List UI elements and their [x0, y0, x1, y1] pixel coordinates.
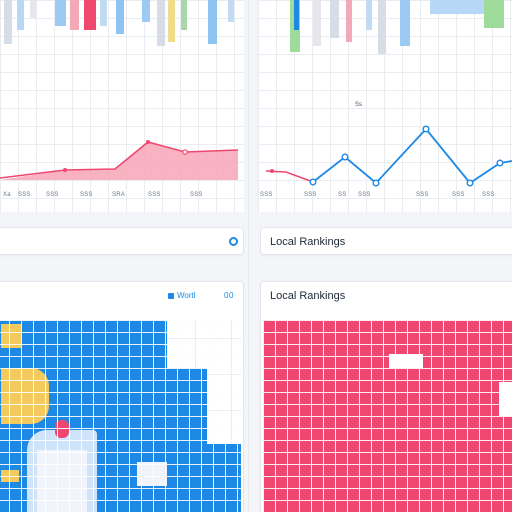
bar — [484, 0, 504, 28]
heat-region-yellow — [1, 368, 49, 424]
heat-region-yellow — [1, 324, 21, 348]
legend-swatch — [168, 292, 174, 299]
x-tick-label: SSS — [452, 192, 465, 198]
vertical-divider — [248, 0, 249, 512]
value-label: Ss — [355, 102, 363, 108]
data-point — [496, 159, 504, 167]
bar — [430, 0, 490, 14]
x-tick-label: SSS — [18, 192, 31, 198]
x-tick-label: SSS — [482, 192, 495, 198]
top-right-bar-strip — [258, 0, 512, 60]
bar — [55, 0, 66, 26]
heat-region-white — [37, 450, 87, 512]
x-tick-label: SSS — [80, 192, 93, 198]
bar — [70, 0, 79, 30]
data-point — [182, 149, 188, 155]
bar — [294, 0, 299, 30]
heat-region-pink — [55, 420, 69, 438]
bar — [100, 0, 107, 26]
area-line-chart — [0, 140, 239, 180]
bar — [4, 0, 12, 44]
data-point — [341, 153, 349, 161]
heat-region-green — [1, 470, 19, 482]
heat-region-white — [499, 382, 512, 416]
bar — [17, 0, 24, 30]
data-point — [422, 125, 430, 133]
x-tick-label: SS — [338, 192, 347, 198]
x-tick-label: SSS — [416, 192, 429, 198]
heat-region-white — [389, 354, 423, 368]
x-tick-label: SSS — [260, 192, 273, 198]
legend-label: Wortl — [177, 291, 196, 300]
data-point — [270, 169, 274, 173]
left-heatmap-card: Wortl 00 — [0, 281, 244, 512]
bar — [157, 0, 165, 46]
heat-region-blue — [207, 444, 241, 512]
bar — [228, 0, 234, 22]
bar — [313, 0, 321, 46]
top-left-bar-strip — [0, 0, 244, 60]
bar — [400, 0, 410, 46]
bar — [168, 0, 175, 42]
x-tick-label: Xa — [3, 192, 11, 198]
bar — [181, 0, 187, 30]
bar — [116, 0, 124, 34]
bar — [346, 0, 352, 42]
x-tick-label: SSS — [190, 192, 203, 198]
x-tick-label: SSS — [46, 192, 59, 198]
x-tick-label: SRA — [112, 192, 125, 198]
bar — [142, 0, 150, 22]
data-point — [63, 168, 67, 172]
heat-region-white — [137, 462, 167, 486]
circle-icon[interactable] — [229, 237, 238, 246]
top-right-chart-panel: Ss SSS SSS SS SSS SSS SSS SSS — [258, 0, 512, 212]
data-point — [146, 140, 150, 144]
bar — [366, 0, 372, 30]
right-heatmap — [263, 320, 512, 512]
card-title: Local Rankings — [270, 290, 346, 302]
card-title: Local Rankings — [270, 236, 346, 248]
left-search-card[interactable] — [0, 227, 244, 255]
line-chart — [265, 125, 512, 187]
x-tick-label: SSS — [304, 192, 317, 198]
bar — [208, 0, 217, 44]
x-tick-label: SSS — [358, 192, 371, 198]
heat-region-blue — [167, 368, 207, 512]
data-point — [466, 179, 474, 187]
bar — [30, 0, 36, 18]
bar — [330, 0, 339, 38]
series-line — [0, 141, 239, 179]
area-fill — [0, 142, 238, 180]
data-point — [372, 179, 380, 187]
left-heatmap — [0, 320, 241, 512]
x-tick-label: SSS — [148, 192, 161, 198]
legend-extra: 00 — [224, 291, 234, 300]
legend[interactable]: Wortl — [168, 291, 196, 300]
top-left-chart-panel: Xa SSS SSS SSS SRA SSS SSS — [0, 0, 244, 212]
local-rankings-card[interactable]: Local Rankings — [260, 227, 512, 255]
right-heatmap-card: Local Rankings — [260, 281, 512, 512]
bar — [84, 0, 96, 30]
data-point — [309, 178, 317, 186]
bar — [378, 0, 386, 54]
